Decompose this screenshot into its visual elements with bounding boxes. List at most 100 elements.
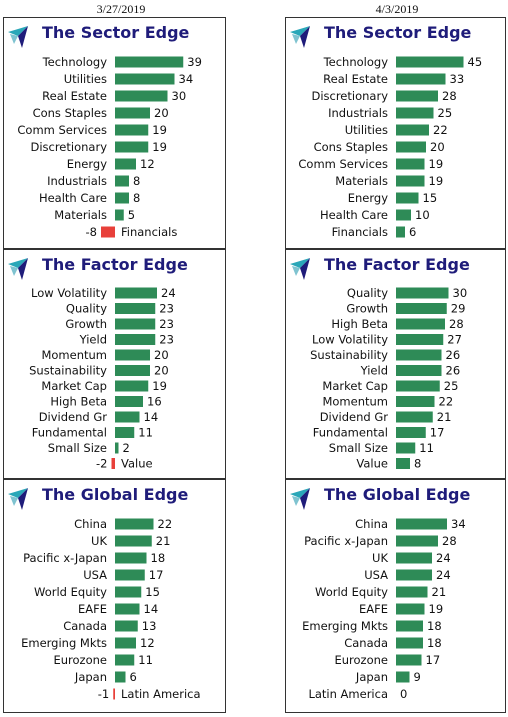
global-edge-panel-left: The Global Edge China 22 UK 21 Pacific x-Japa… [3, 479, 226, 713]
category-label: Low Volatility [31, 286, 107, 300]
value-label: 8 [133, 174, 140, 188]
category-label: Real Estate [323, 72, 388, 86]
logo-shard-c [10, 266, 18, 276]
bar [115, 303, 156, 314]
category-label: Discretionary [30, 140, 107, 154]
bar [115, 671, 126, 683]
bar [115, 90, 168, 102]
category-label: Momentum [322, 395, 388, 409]
category-label: Real Estate [42, 89, 107, 103]
value-label: 23 [159, 333, 174, 347]
value-label: 6 [409, 225, 416, 239]
logo-shard-a [290, 488, 310, 498]
bar [115, 620, 138, 632]
category-label: Discretionary [311, 89, 388, 103]
category-label: Sustainability [310, 348, 388, 362]
bar [115, 569, 145, 581]
bar [115, 380, 149, 392]
logo-shard-b [18, 488, 28, 510]
value-label: 28 [442, 89, 457, 103]
factor-edge-panel-right: The Factor Edge Quality 30 Growth 29 High Bet… [285, 249, 506, 479]
value-label: 22 [439, 395, 454, 409]
logo-shard-a [8, 258, 28, 268]
category-label: Fundamental [313, 426, 388, 440]
category-label: China [74, 517, 107, 531]
value-label: 30 [453, 286, 468, 300]
chart-title: The Factor Edge [42, 255, 188, 274]
bar [396, 586, 428, 598]
value-label: 15 [145, 585, 160, 599]
category-label: Latin America [121, 687, 201, 701]
bar [115, 411, 140, 423]
value-label: 20 [154, 106, 169, 120]
factor-edge-panel-left: The Factor Edge Low Volatility 24 Quality 23… [3, 249, 226, 479]
bar [396, 535, 438, 547]
bar [396, 158, 425, 170]
bar [115, 535, 152, 547]
value-label: 12 [140, 157, 155, 171]
category-label: Energy [67, 157, 107, 171]
value-label: 22 [433, 123, 448, 137]
category-label: Small Size [329, 441, 388, 455]
category-label: Health Care [39, 191, 107, 205]
category-label: Quality [347, 286, 388, 300]
bar [115, 158, 136, 170]
bar [396, 318, 445, 330]
bar [396, 620, 423, 632]
category-label: Technology [323, 55, 389, 69]
value-label: -2 [96, 457, 107, 471]
value-label: 29 [451, 302, 466, 316]
value-label: 17 [149, 568, 164, 582]
category-label: Latin America [308, 687, 388, 701]
bar [115, 603, 140, 615]
value-label: 5 [128, 208, 135, 222]
bar [396, 90, 438, 102]
sector-edge-panel-right: The Sector Edge Technology 45 Real Estate 33… [285, 17, 506, 249]
value-label: 19 [429, 174, 444, 188]
bar [115, 107, 150, 119]
value-label: 6 [130, 670, 137, 684]
logo-shard-b [300, 488, 310, 510]
value-label: 25 [444, 379, 459, 393]
bar [396, 411, 433, 423]
bar [113, 688, 115, 700]
value-label: -8 [86, 225, 97, 239]
category-label: Utilities [345, 123, 388, 137]
chart-title: The Global Edge [42, 485, 188, 504]
bar [396, 458, 410, 469]
value-label: 22 [158, 517, 173, 531]
date-left: 3/27/2019 [96, 2, 146, 16]
logo-shard-a [8, 26, 28, 36]
edge-chart: The Sector Edge Technology 45 Real Estate 33… [290, 23, 483, 239]
value-label: 12 [140, 636, 155, 650]
bar [396, 287, 449, 299]
category-label: Health Care [320, 208, 388, 222]
value-label: 34 [451, 517, 466, 531]
category-label: Materials [54, 208, 107, 222]
value-label: 8 [414, 457, 421, 471]
bar [115, 637, 136, 649]
value-label: 19 [152, 140, 167, 154]
category-label: Pacific x-Japan [304, 534, 388, 548]
value-label: 45 [468, 55, 483, 69]
value-label: 18 [151, 551, 166, 565]
category-label: Emerging Mkts [302, 619, 388, 633]
category-label: Energy [348, 191, 388, 205]
category-label: Value [356, 457, 388, 471]
bar [115, 365, 150, 376]
category-label: UK [91, 534, 107, 548]
edge-chart: The Sector Edge Technology 39 Utilities 34 Re… [8, 23, 202, 239]
category-label: Materials [335, 174, 388, 188]
value-label: 11 [138, 653, 153, 667]
logo-shard-c [10, 496, 18, 506]
edge-chart: The Factor Edge Quality 30 Growth 29 High Bet… [290, 255, 470, 471]
edge-logo-icon [8, 258, 28, 280]
bar [115, 442, 119, 454]
category-label: Pacific x-Japan [23, 551, 107, 565]
value-label: 23 [159, 317, 174, 331]
bar [396, 396, 435, 407]
logo-shard-a [290, 26, 310, 36]
bar [115, 334, 156, 345]
category-label: World Equity [34, 585, 107, 599]
bar [115, 349, 150, 361]
